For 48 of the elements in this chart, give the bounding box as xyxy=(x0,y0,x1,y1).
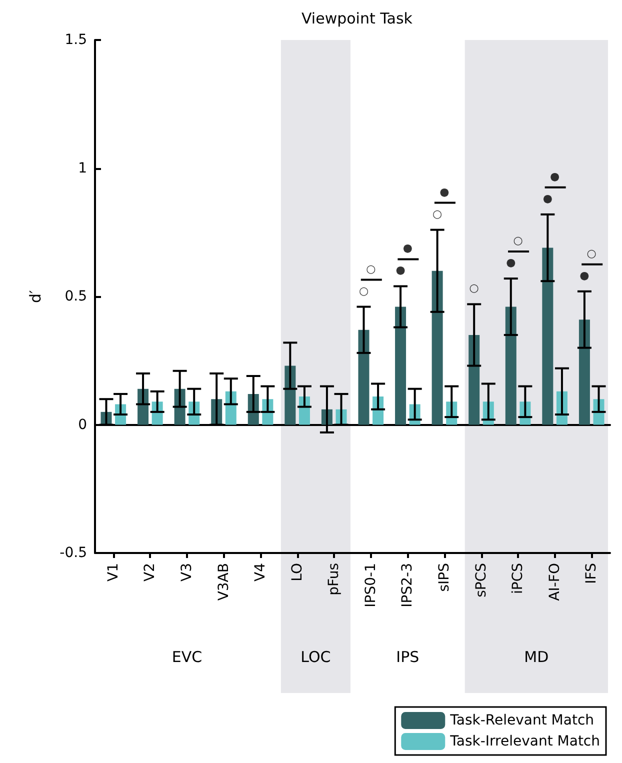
bar xyxy=(284,366,296,425)
annotation: ● xyxy=(396,264,406,277)
annotation: ● xyxy=(440,185,450,198)
x-tick-label: LO xyxy=(289,563,306,582)
x-tick-label: V2 xyxy=(142,563,158,582)
legend-label: Task-Relevant Match xyxy=(449,712,594,728)
bar xyxy=(468,334,480,425)
x-tick-label: V3AB xyxy=(216,563,232,601)
annotation: ○ xyxy=(469,282,479,295)
y-tick-label: 0 xyxy=(78,416,87,433)
x-tick-label: pFus xyxy=(326,563,342,596)
y-axis-title: d′ xyxy=(26,289,44,303)
x-tick-label: IPS0-1 xyxy=(362,563,379,608)
bar xyxy=(395,306,406,425)
y-tick-label: 0.5 xyxy=(64,288,87,304)
annotation: ○ xyxy=(366,262,376,276)
annotation: ○ xyxy=(586,246,596,260)
bar xyxy=(542,248,554,425)
band-label: LOC xyxy=(300,648,331,666)
bar xyxy=(505,306,516,425)
bar xyxy=(432,270,443,425)
annotation: ● xyxy=(402,242,412,255)
y-tick-label: 1.5 xyxy=(64,32,87,48)
annotation: ● xyxy=(506,256,516,270)
bar xyxy=(358,330,370,425)
x-tick-label: V4 xyxy=(252,562,269,582)
y-tick-label: -0.5 xyxy=(60,545,87,561)
x-tick-label: AI-FO xyxy=(546,563,563,601)
chart-title: Viewpoint Task xyxy=(302,10,413,28)
text: EVC xyxy=(172,648,202,666)
annotation: ○ xyxy=(513,234,523,248)
x-tick-label: iPCS xyxy=(510,562,526,594)
x-tick-label: IPS2-3 xyxy=(400,563,416,608)
x-tick-label: sIPS xyxy=(436,562,452,592)
x-tick-label: IFS xyxy=(584,562,600,584)
annotation: ● xyxy=(580,268,590,282)
legend-label: Task-Irrelevant Match xyxy=(449,734,600,750)
x-tick-label: V1 xyxy=(105,563,122,582)
band-label: MD xyxy=(524,648,549,666)
annotation: ● xyxy=(542,192,552,205)
annotation: ○ xyxy=(358,284,369,298)
x-tick-label: V3 xyxy=(178,563,195,582)
y-tick-label: 1 xyxy=(78,160,87,176)
bar xyxy=(578,320,590,425)
x-tick-label: sPCS xyxy=(473,562,490,598)
text: IPS xyxy=(396,648,420,666)
annotation: ● xyxy=(550,170,560,183)
annotation: ○ xyxy=(432,207,442,220)
